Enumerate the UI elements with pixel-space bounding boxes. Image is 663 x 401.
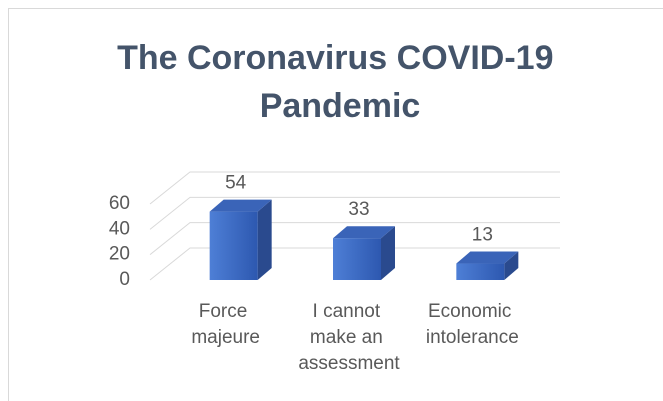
- bar: [333, 238, 381, 280]
- value-label: 54: [225, 173, 247, 194]
- y-tick-label: 60: [109, 193, 130, 214]
- bar-top: [456, 251, 519, 264]
- x-tick-label: I cannot make an assessment: [298, 301, 400, 374]
- y-tick-label: 0: [119, 269, 130, 290]
- x-tick-label: Economic intolerance: [426, 301, 519, 348]
- bar-side: [257, 199, 272, 280]
- y-tick-label: 40: [109, 218, 130, 239]
- bar-side: [381, 226, 395, 280]
- x-tick-label: Force majeure: [191, 301, 260, 348]
- bar: [456, 263, 505, 280]
- bar-top: [209, 199, 272, 212]
- value-label: 13: [472, 225, 493, 246]
- chart-border: [8, 8, 663, 401]
- y-tick-label: 20: [109, 244, 130, 265]
- value-label: 33: [348, 199, 369, 220]
- grid-line: [149, 222, 560, 256]
- bar-side: [504, 251, 519, 280]
- grid-line: [149, 247, 560, 281]
- grid-line: [149, 196, 560, 230]
- grid-line: [149, 171, 560, 205]
- chart-title: The Coronavirus COVID-19 Pandemic: [117, 39, 563, 125]
- bar: [209, 211, 258, 280]
- bar-top: [333, 226, 395, 239]
